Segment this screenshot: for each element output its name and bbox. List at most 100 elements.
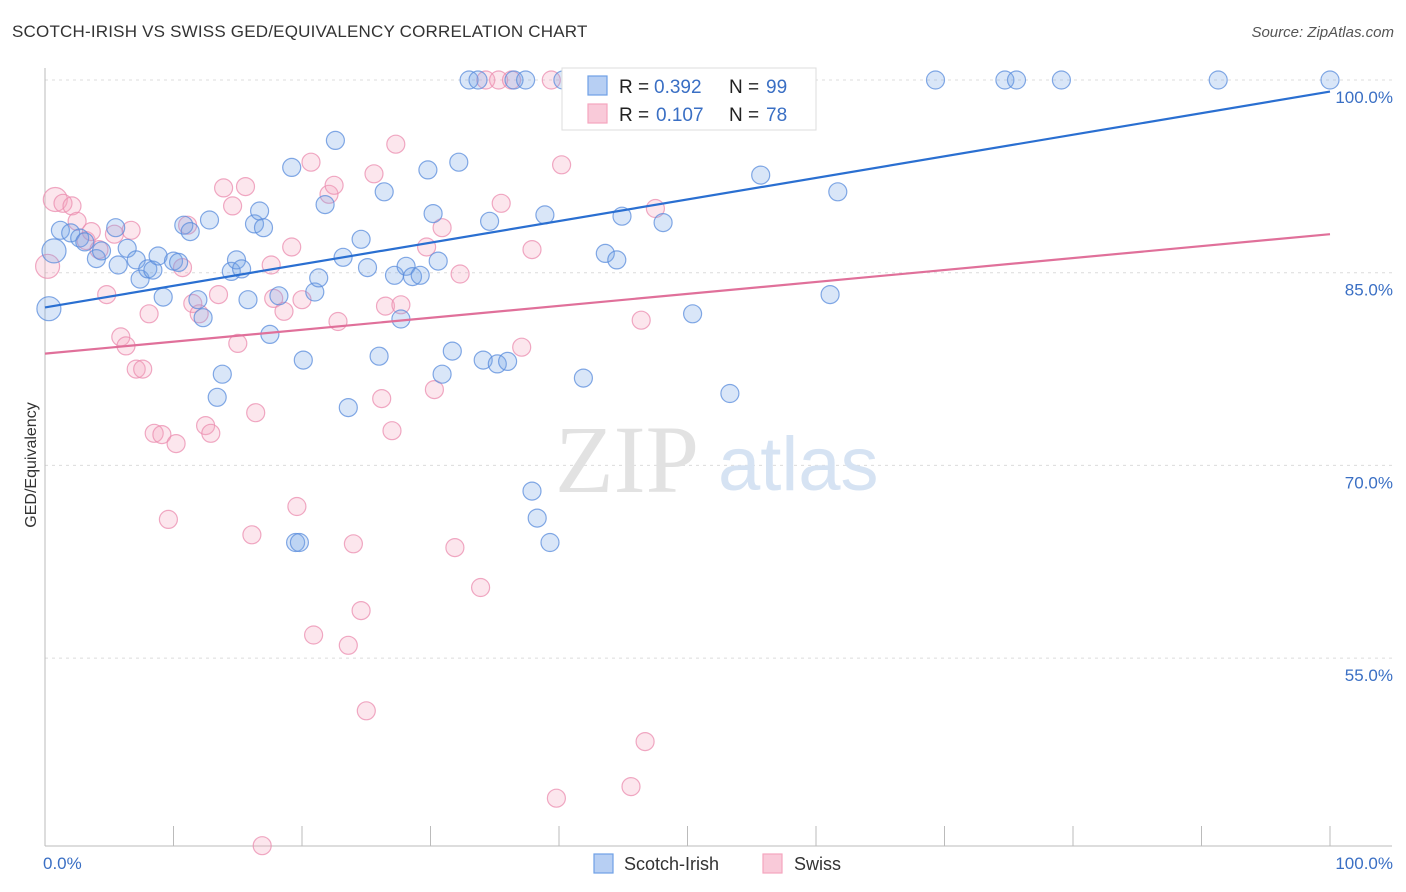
y-tick-label: 55.0% [1345,666,1393,685]
data-point-scotch-irish [402,267,423,287]
data-point-swiss [424,380,444,400]
data-point-scotch-irish [410,265,430,285]
data-point-scotch-irish [325,130,345,150]
data-point-scotch-irish [418,160,438,180]
data-point-scotch-irish [106,218,126,238]
data-point-scotch-irish [682,304,703,324]
data-point-swiss [391,295,411,315]
bottom-legend-swatch-scotch-irish [593,853,614,874]
data-point-swiss [631,310,651,330]
watermark: ZIP atlas [555,406,879,513]
data-point-swiss [635,731,655,752]
data-point-swiss [166,434,186,454]
data-point-scotch-irish [351,229,371,249]
data-point-swiss [621,776,641,797]
data-point-scotch-irish [995,70,1015,90]
data-point-scotch-irish [169,252,189,272]
data-point-scotch-irish [515,70,536,90]
data-point-swiss [81,222,101,242]
data-point-scotch-irish [498,351,518,371]
data-point-swiss [541,70,561,90]
watermark-zip: ZIP [555,406,699,513]
data-point-swiss [522,240,542,260]
legend-swatch-scotch-irish [587,75,608,96]
legend-n-label-1: N = [729,77,759,98]
data-point-scotch-irish [820,285,840,305]
data-point-swiss [372,389,392,409]
data-point-scotch-irish [148,246,168,266]
data-point-scotch-irish [432,364,452,384]
data-point-swiss [126,359,146,379]
legend-r-value-scotch-irish: 0.392 [654,77,702,98]
data-point-scotch-irish [1006,70,1027,90]
data-point-scotch-irish [480,211,500,231]
data-point-scotch-irish [751,165,771,185]
data-point-scotch-irish [212,364,232,384]
data-point-scotch-irish [108,255,128,275]
data-point-swiss [546,788,567,808]
data-point-swiss [432,218,452,238]
data-point-scotch-irish [282,157,302,177]
data-point-swiss [252,836,272,856]
data-point-scotch-irish [442,341,462,361]
data-point-swiss [133,359,153,379]
data-point-scotch-irish [199,210,220,230]
data-point-swiss [375,296,396,316]
data-point-scotch-irish [925,70,946,90]
legend-r-label-1: R = [619,77,649,98]
data-point-scotch-irish [180,222,200,242]
data-point-swiss [183,293,203,314]
data-point-scotch-irish [253,218,274,238]
data-point-swiss [382,421,402,441]
data-point-scotch-irish [226,250,247,270]
data-point-swiss [364,164,384,184]
data-point-scotch-irish [504,70,524,90]
data-point-scotch-irish [61,223,81,243]
chart-title: SCOTCH-IRISH VS SWISS GED/EQUIVALENCY CO… [12,22,588,41]
legend-n-label-2: N = [729,105,759,126]
y-tick-label: 70.0% [1345,473,1393,492]
data-point-swiss [287,496,307,517]
data-point-swiss [450,264,470,284]
data-point-scotch-irish [527,508,547,528]
grid-layer [45,79,1392,659]
data-point-swiss [67,211,87,231]
legend-swatch-swiss [587,103,608,124]
data-point-scotch-irish [188,290,208,310]
data-point-swiss [274,301,294,321]
data-point-scotch-irish [369,346,389,366]
data-point-swiss [208,285,229,305]
y-tick-label: 85.0% [1345,281,1393,300]
y-tick-label: 100.0% [1335,88,1393,107]
data-point-scotch-irish [91,241,112,261]
data-point-scotch-irish [305,282,325,302]
trend-line-swiss [44,233,1331,355]
data-point-swiss [34,253,61,279]
legend-n-value-swiss: 78 [766,105,787,126]
data-point-swiss [235,177,256,197]
x-tick-label-max: 100.0% [1335,854,1393,873]
legend-r-label-2: R = [619,105,649,126]
data-point-scotch-irish [357,258,378,278]
data-point-swiss [386,134,406,154]
data-point-swiss [338,635,358,655]
data-point-swiss [246,403,266,423]
data-point-swiss [214,178,234,198]
trend-layer [44,90,1331,355]
axis-layer: 100.0% 85.0% 70.0% 55.0% 0.0% 100.0% [43,68,1393,873]
data-point-scotch-irish [293,350,313,370]
data-point-scotch-irish [473,350,493,370]
data-point-swiss [97,285,117,305]
data-point-swiss [242,525,262,545]
data-point-swiss [158,509,178,530]
data-point-scotch-irish [207,387,227,407]
data-point-scotch-irish [315,195,335,215]
data-point-swiss [152,425,172,445]
bottom-legend-label-swiss: Swiss [794,854,841,874]
data-point-scotch-irish [269,286,289,306]
bottom-legend: Scotch-Irish Swiss [593,853,841,874]
legend-box: R = 0.392 N = 99 R = 0.107 N = 78 [561,67,817,131]
data-point-scotch-irish [428,251,448,271]
data-point-swiss [351,600,371,621]
